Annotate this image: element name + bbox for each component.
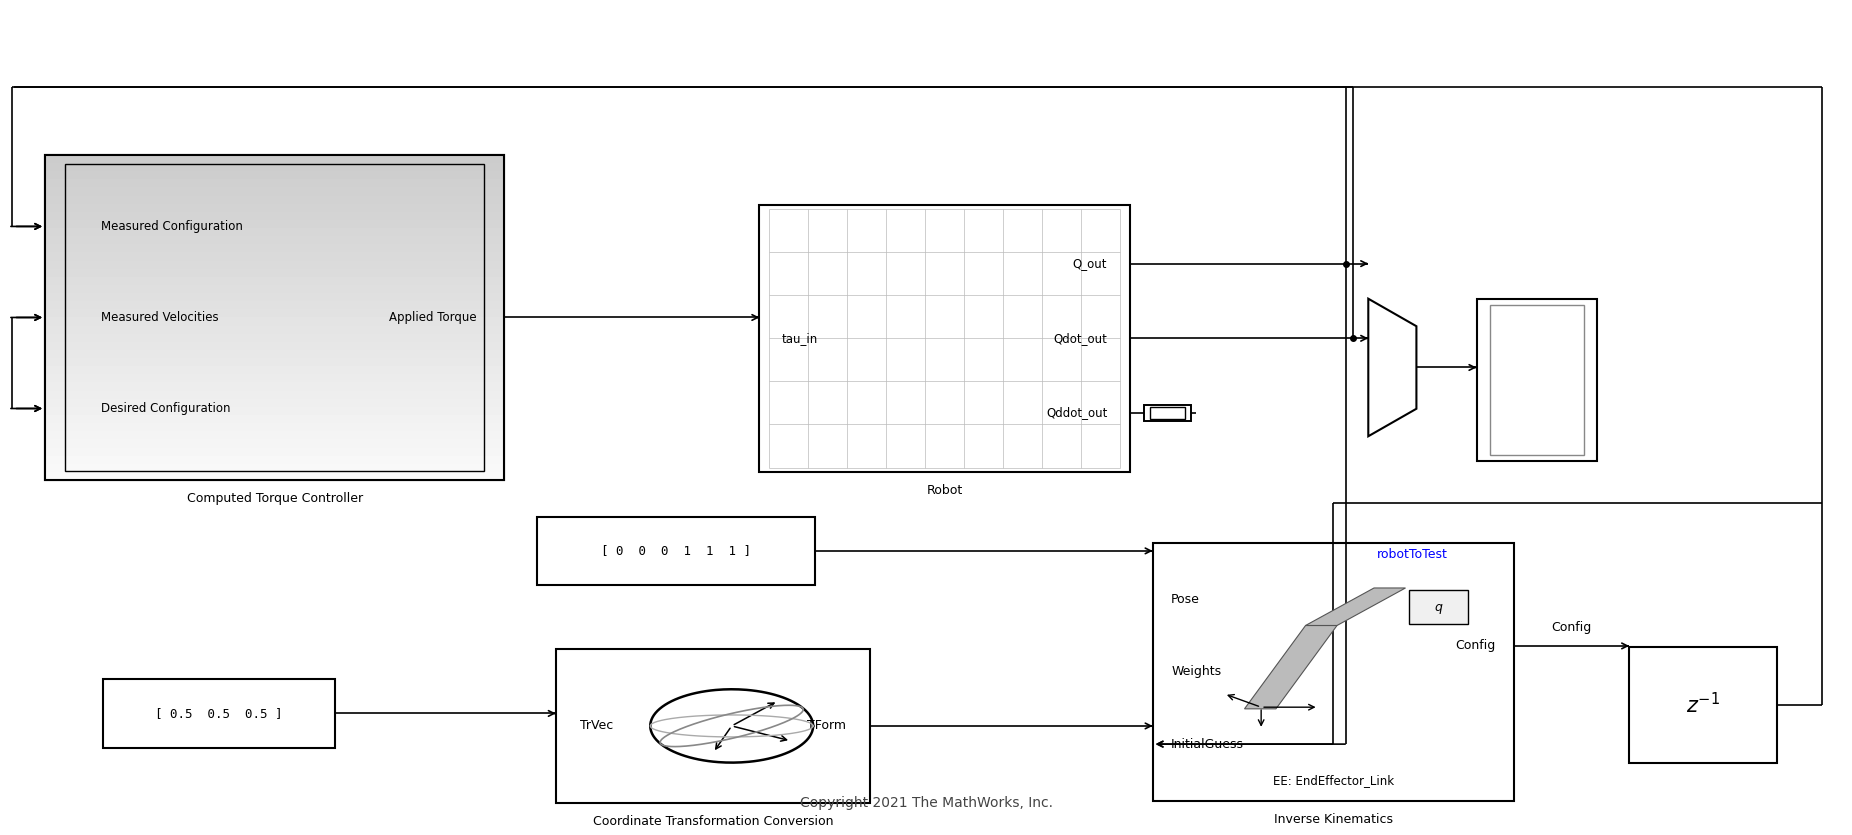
Bar <box>104 679 335 747</box>
Bar <box>44 155 504 480</box>
Bar <box>44 463 504 472</box>
Bar <box>44 186 504 195</box>
Text: Config: Config <box>1456 640 1495 652</box>
Bar <box>44 154 504 163</box>
Text: Q_out: Q_out <box>1072 257 1107 270</box>
Text: Qdot_out: Qdot_out <box>1054 331 1107 345</box>
Bar <box>44 390 504 399</box>
Bar <box>537 517 815 585</box>
Bar <box>44 438 504 448</box>
Bar <box>44 373 504 382</box>
Bar <box>44 162 504 171</box>
Bar <box>44 211 504 220</box>
Bar <box>44 316 504 326</box>
Bar <box>44 414 504 423</box>
Bar <box>44 292 504 301</box>
Bar <box>759 205 1130 472</box>
Bar <box>1145 406 1191 421</box>
Bar <box>44 366 504 374</box>
Bar <box>44 357 504 367</box>
Bar <box>44 170 504 180</box>
Text: [ 0  0  0  1  1  1 ]: [ 0 0 0 1 1 1 ] <box>602 544 752 558</box>
Bar <box>44 430 504 439</box>
Text: [ 0.5  0.5  0.5 ]: [ 0.5 0.5 0.5 ] <box>156 707 283 720</box>
Bar <box>44 219 504 228</box>
Bar <box>44 301 504 309</box>
Bar <box>1409 590 1469 624</box>
Text: Measured Configuration: Measured Configuration <box>100 220 243 233</box>
Text: Weights: Weights <box>1170 665 1220 678</box>
Text: Computed Torque Controller: Computed Torque Controller <box>187 492 363 505</box>
Bar <box>44 382 504 391</box>
Text: $z^{-1}$: $z^{-1}$ <box>1685 692 1721 718</box>
Bar <box>44 423 504 431</box>
Text: Applied Torque: Applied Torque <box>389 311 476 324</box>
Bar <box>44 235 504 245</box>
Text: InitialGuess: InitialGuess <box>1170 737 1245 751</box>
Bar <box>44 203 504 212</box>
Bar <box>1476 299 1596 461</box>
Text: Pose: Pose <box>1170 593 1200 606</box>
Bar <box>44 308 504 317</box>
Polygon shape <box>1306 588 1406 625</box>
Bar <box>44 325 504 334</box>
Text: Desired Configuration: Desired Configuration <box>100 402 230 415</box>
Bar <box>556 649 870 803</box>
Text: q: q <box>1435 600 1443 614</box>
Bar <box>44 455 504 463</box>
Bar <box>44 341 504 350</box>
Text: tau_in: tau_in <box>782 331 819 345</box>
Bar <box>44 406 504 415</box>
Bar <box>44 251 504 261</box>
Bar <box>44 284 504 293</box>
Text: Inverse Kinematics: Inverse Kinematics <box>1274 812 1393 826</box>
Bar <box>44 195 504 204</box>
Text: Qddot_out: Qddot_out <box>1046 407 1107 419</box>
Text: TForm: TForm <box>807 720 846 732</box>
Text: Config: Config <box>1552 621 1591 634</box>
Polygon shape <box>1369 299 1417 436</box>
Text: EE: EndEffector_Link: EE: EndEffector_Link <box>1272 773 1395 787</box>
Bar <box>1489 305 1583 455</box>
Polygon shape <box>1245 625 1337 709</box>
Bar <box>44 155 504 480</box>
Text: TrVec: TrVec <box>580 720 613 732</box>
Text: robotToTest: robotToTest <box>1378 548 1448 561</box>
Bar <box>44 179 504 187</box>
Text: Coordinate Transformation Conversion: Coordinate Transformation Conversion <box>593 815 833 827</box>
Bar <box>44 398 504 407</box>
Text: Robot: Robot <box>926 483 963 497</box>
Bar <box>44 244 504 252</box>
Bar <box>44 471 504 480</box>
Bar <box>44 333 504 342</box>
Bar <box>44 349 504 358</box>
Bar <box>44 260 504 269</box>
Bar <box>44 276 504 285</box>
Bar <box>1150 407 1185 419</box>
Bar <box>1630 647 1778 763</box>
Bar <box>44 447 504 456</box>
Text: Copyright 2021 The MathWorks, Inc.: Copyright 2021 The MathWorks, Inc. <box>800 796 1052 810</box>
Text: Measured Velocities: Measured Velocities <box>100 311 219 324</box>
Bar <box>44 227 504 236</box>
Bar <box>1152 543 1513 801</box>
Bar <box>65 164 483 471</box>
Bar <box>44 268 504 277</box>
